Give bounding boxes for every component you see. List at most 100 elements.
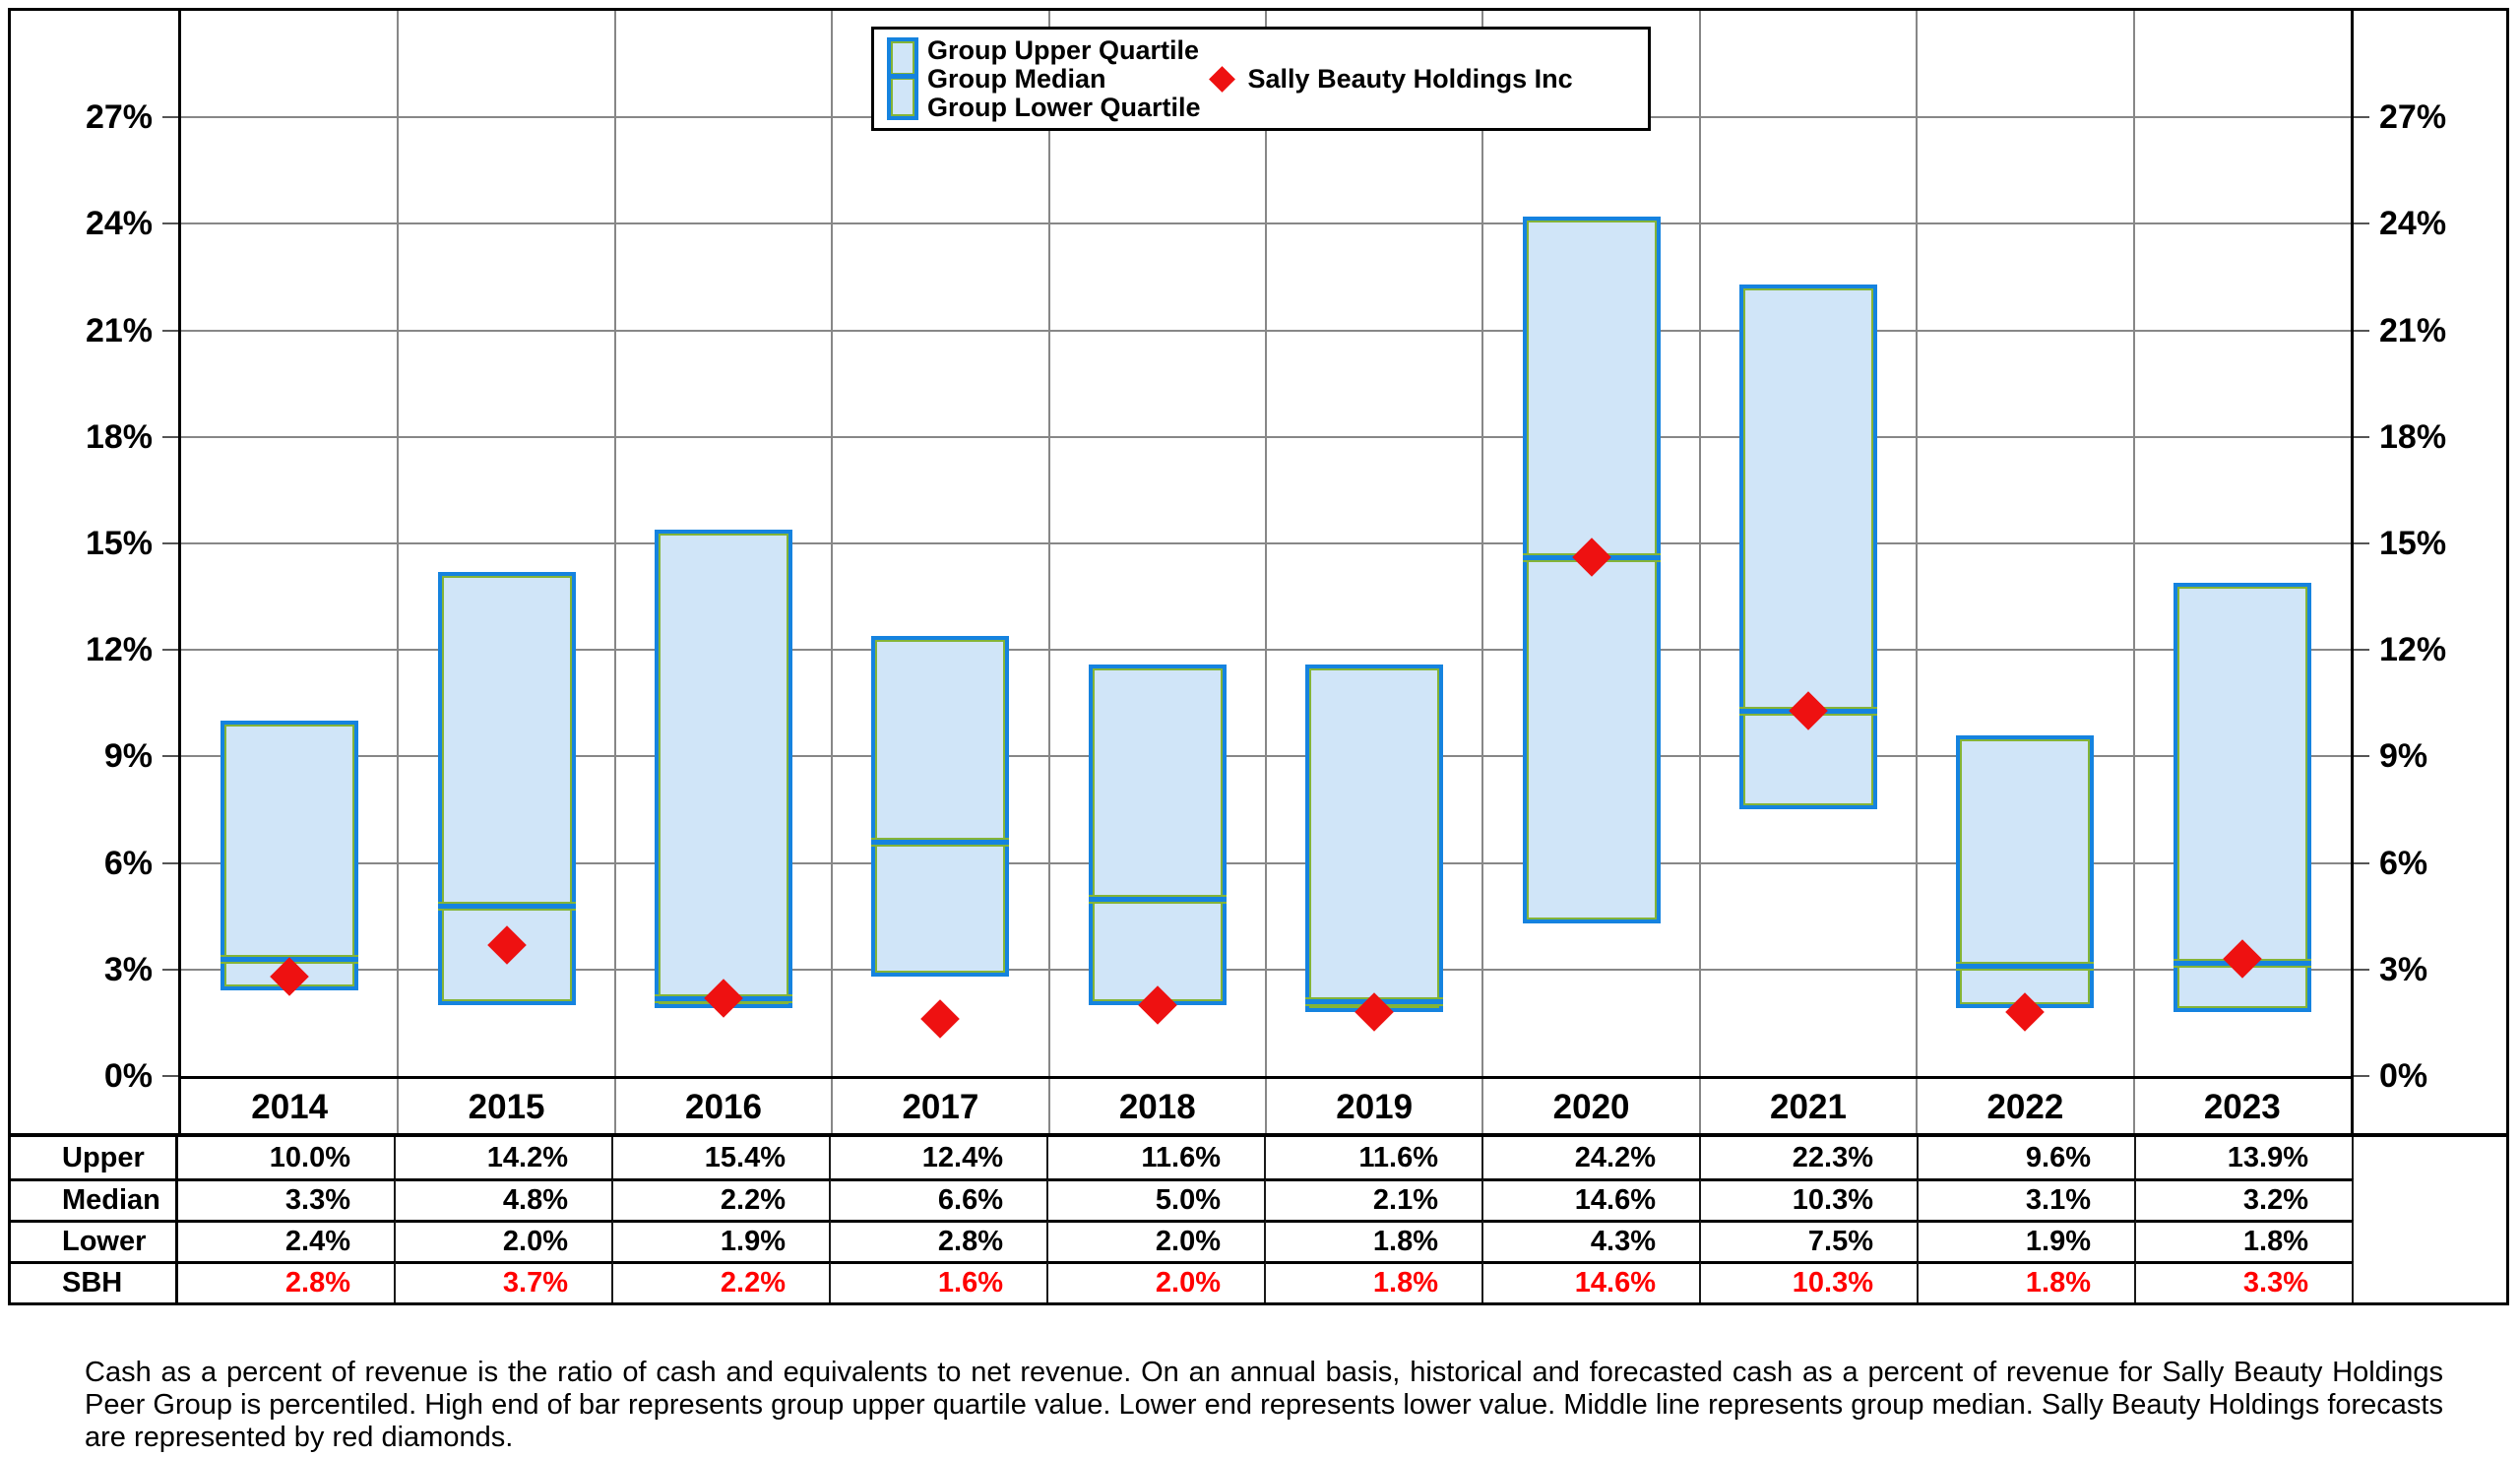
x-axis-label-2023: 2023 xyxy=(2203,1088,2281,1126)
plot-area: 2014 2015 2016 2017 2018 2019 2020 2021 2022 2023 xyxy=(178,11,2354,1133)
gridline-v-3 xyxy=(831,11,834,1133)
legend-labels: Group Upper Quartile Group Median Group … xyxy=(927,35,1201,122)
left-axis-label-3: 3% xyxy=(103,950,153,988)
left-axis-label-0: 0% xyxy=(103,1057,153,1095)
quartile-bar-2018 xyxy=(1088,664,1227,1005)
x-axis-label-2022: 2022 xyxy=(1986,1088,2064,1126)
table-cell-lower-2015: 2.0% xyxy=(396,1220,613,1261)
red-diamond-icon xyxy=(1208,65,1235,93)
gridline-v-1 xyxy=(397,11,400,1133)
table-row-header-lower: Lower xyxy=(11,1220,178,1261)
table-cell-sbh-2022: 1.8% xyxy=(1919,1261,2136,1302)
right-axis-label-6: 6% xyxy=(2379,844,2428,882)
legend-median-line-icon xyxy=(891,72,914,80)
right-axis-label-24: 24% xyxy=(2379,205,2447,243)
legend: Group Upper Quartile Group Median Group … xyxy=(871,27,1651,131)
table-cell-sbh-2014: 2.8% xyxy=(178,1261,396,1302)
table-row-header-sbh: SBH xyxy=(11,1261,178,1302)
left-tick-24 xyxy=(162,222,178,225)
table-cell-lower-2021: 7.5% xyxy=(1701,1220,1919,1261)
gridline-v-7 xyxy=(1698,11,1701,1133)
table-cell-upper-2022: 9.6% xyxy=(1919,1137,2136,1178)
table-cell-upper-2018: 11.6% xyxy=(1048,1137,1266,1178)
left-tick-3 xyxy=(162,968,178,971)
table-cell-sbh-2018: 2.0% xyxy=(1048,1261,1266,1302)
table-cell-upper-2015: 14.2% xyxy=(396,1137,613,1178)
table-cell-upper-2014: 10.0% xyxy=(178,1137,396,1178)
right-axis-label-0: 0% xyxy=(2379,1057,2428,1095)
table-cell-lower-2014: 2.4% xyxy=(178,1220,396,1261)
table-row-header-median: Median xyxy=(11,1178,178,1220)
right-tick-15 xyxy=(2354,542,2369,544)
left-axis-label-15: 15% xyxy=(85,525,153,562)
left-tick-9 xyxy=(162,755,178,758)
right-axis-label-15: 15% xyxy=(2379,525,2447,562)
table-cell-lower-2018: 2.0% xyxy=(1048,1220,1266,1261)
right-tick-18 xyxy=(2354,435,2369,438)
quartile-bar-2019 xyxy=(1305,664,1444,1013)
right-axis-label-21: 21% xyxy=(2379,311,2447,349)
right-tick-6 xyxy=(2354,861,2369,864)
right-tick-27 xyxy=(2354,116,2369,119)
table-cell-median-2017: 6.6% xyxy=(831,1178,1048,1220)
table-cell-upper-2023: 13.9% xyxy=(2136,1137,2354,1178)
left-axis-label-24: 24% xyxy=(85,205,153,243)
gridline-v-6 xyxy=(1481,11,1484,1133)
legend-lower-quartile-label: Group Lower Quartile xyxy=(927,92,1201,122)
table-cell-median-2019: 2.1% xyxy=(1266,1178,1483,1220)
right-tick-21 xyxy=(2354,329,2369,332)
gridline-v-9 xyxy=(2132,11,2135,1133)
table-cell-sbh-2016: 2.2% xyxy=(613,1261,831,1302)
x-axis-label-2016: 2016 xyxy=(685,1088,762,1126)
right-axis-label-27: 27% xyxy=(2379,98,2447,137)
median-line-2015 xyxy=(437,901,576,911)
data-table: Upper 10.0% 14.2% 15.4% 12.4% 11.6% 11.6% 24.2%… xyxy=(11,1133,2506,1302)
table-cell-lower-2016: 1.9% xyxy=(613,1220,831,1261)
table-cell-sbh-2019: 1.8% xyxy=(1266,1261,1483,1302)
table-cell-median-2021: 10.3% xyxy=(1701,1178,1919,1220)
x-axis-label-2018: 2018 xyxy=(1118,1088,1196,1126)
table-cell-sbh-2020: 14.6% xyxy=(1483,1261,1701,1302)
gridline-v-4 xyxy=(1047,11,1050,1133)
table-cell-median-2016: 2.2% xyxy=(613,1178,831,1220)
x-axis-label-2019: 2019 xyxy=(1336,1088,1414,1126)
legend-sbh-label: Sally Beauty Holdings Inc xyxy=(1247,63,1573,94)
table-cell-sbh-2015: 3.7% xyxy=(396,1261,613,1302)
left-tick-21 xyxy=(162,329,178,332)
chart-frame: 0% 3% 6% 9% 12% 15% 18% 21% 24% 27% 2014 2015 2016 2… xyxy=(8,8,2509,1305)
left-tick-27 xyxy=(162,116,178,119)
median-line-2018 xyxy=(1088,894,1227,904)
legend-median-label: Group Median xyxy=(927,63,1106,94)
quartile-bar-2021 xyxy=(1739,284,1877,810)
gridline-v-8 xyxy=(1916,11,1919,1133)
quartile-bar-2017 xyxy=(871,635,1010,977)
median-line-2022 xyxy=(1956,962,2095,972)
table-cell-lower-2022: 1.9% xyxy=(1919,1220,2136,1261)
table-cell-upper-2017: 12.4% xyxy=(831,1137,1048,1178)
right-tick-24 xyxy=(2354,222,2369,225)
table-cell-median-2023: 3.2% xyxy=(2136,1178,2354,1220)
gridline-v-2 xyxy=(613,11,616,1133)
table-cell-lower-2020: 4.3% xyxy=(1483,1220,1701,1261)
right-axis-label-12: 12% xyxy=(2379,631,2447,669)
table-row-header-upper: Upper xyxy=(11,1137,178,1178)
left-tick-0 xyxy=(162,1075,178,1077)
legend-sbh-entry: Sally Beauty Holdings Inc xyxy=(1208,63,1573,95)
table-cell-median-2015: 4.8% xyxy=(396,1178,613,1220)
right-axis-label-18: 18% xyxy=(2379,417,2447,456)
x-axis-label-2014: 2014 xyxy=(251,1088,329,1126)
table-spacer-cell xyxy=(2354,1137,2506,1302)
x-axis-zero-line xyxy=(181,1076,2351,1079)
footnote-text: Cash as a percent of revenue is the rati… xyxy=(85,1357,2443,1453)
right-tick-9 xyxy=(2354,755,2369,758)
right-axis-label-9: 9% xyxy=(2379,737,2428,776)
table-cell-lower-2017: 2.8% xyxy=(831,1220,1048,1261)
quartile-bar-2016 xyxy=(655,529,792,1009)
y-axis-left: 0% 3% 6% 9% 12% 15% 18% 21% 24% 27% xyxy=(11,11,178,1133)
right-tick-12 xyxy=(2354,649,2369,652)
sbh-diamond-2017 xyxy=(920,999,961,1040)
y-axis-right: 0% 3% 6% 9% 12% 15% 18% 21% 24% 27% xyxy=(2354,11,2506,1133)
left-tick-18 xyxy=(162,435,178,438)
quartile-bar-2014 xyxy=(220,721,359,991)
left-axis-label-9: 9% xyxy=(103,737,153,776)
